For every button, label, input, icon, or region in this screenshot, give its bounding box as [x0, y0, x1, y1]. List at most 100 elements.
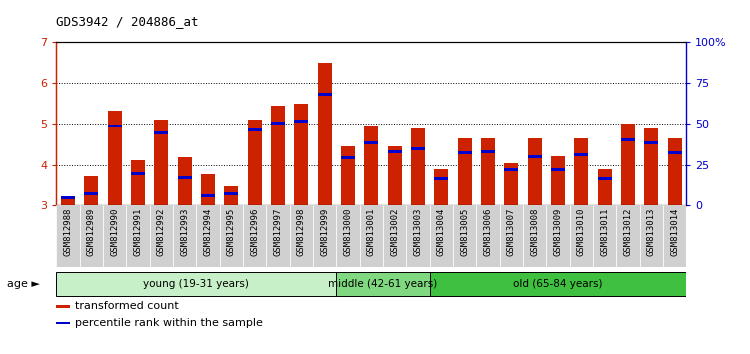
Bar [504, 162, 518, 205]
Bar [527, 155, 542, 158]
Text: GSM812995: GSM812995 [226, 207, 236, 256]
Text: GSM812991: GSM812991 [134, 207, 142, 256]
Bar [504, 168, 518, 171]
Bar [593, 205, 616, 267]
Bar [453, 205, 476, 267]
Text: GSM813011: GSM813011 [600, 207, 609, 256]
Bar [411, 147, 425, 150]
Text: GSM812988: GSM812988 [64, 207, 73, 256]
Bar [220, 205, 243, 267]
Bar [317, 93, 332, 96]
Bar [178, 157, 191, 205]
Text: GSM813008: GSM813008 [530, 207, 539, 256]
Bar [56, 272, 336, 296]
Bar [574, 138, 588, 205]
Bar [430, 205, 453, 267]
Bar [458, 151, 472, 154]
Text: GSM812990: GSM812990 [110, 207, 119, 256]
Bar [527, 138, 542, 205]
Text: GSM813001: GSM813001 [367, 207, 376, 256]
Bar [458, 138, 472, 205]
Bar [523, 205, 546, 267]
Bar [248, 128, 262, 131]
Bar [178, 176, 191, 179]
Bar [481, 150, 495, 153]
Bar [313, 205, 336, 267]
Bar [224, 186, 238, 205]
Bar [546, 205, 569, 267]
Text: GSM813009: GSM813009 [554, 207, 562, 256]
Bar [598, 177, 611, 180]
Bar [663, 205, 686, 267]
Bar [621, 124, 635, 205]
Bar [56, 205, 80, 267]
Bar [317, 63, 332, 205]
Bar [266, 205, 290, 267]
Bar [271, 105, 285, 205]
Bar [411, 128, 425, 205]
Bar [103, 205, 126, 267]
Text: age ►: age ► [8, 279, 40, 289]
Bar [598, 169, 611, 205]
Bar [201, 173, 215, 205]
Bar [388, 146, 401, 205]
Text: GSM812996: GSM812996 [250, 207, 259, 256]
Bar [173, 205, 196, 267]
Bar [476, 205, 500, 267]
Bar [149, 205, 173, 267]
Text: GSM813002: GSM813002 [390, 207, 399, 256]
Text: young (19-31 years): young (19-31 years) [143, 279, 249, 289]
Bar [224, 193, 238, 195]
Bar [616, 205, 640, 267]
Text: GSM812994: GSM812994 [203, 207, 212, 256]
Bar [154, 131, 168, 134]
Bar [500, 205, 523, 267]
Bar [294, 104, 308, 205]
Bar [248, 120, 262, 205]
Bar [569, 205, 593, 267]
Bar [551, 168, 565, 171]
Text: GSM812997: GSM812997 [274, 207, 283, 256]
Bar [341, 146, 355, 205]
Bar [388, 150, 401, 153]
Bar [574, 153, 588, 156]
Text: GSM813000: GSM813000 [344, 207, 352, 256]
Bar [271, 122, 285, 125]
Bar [364, 141, 378, 144]
Bar [84, 193, 98, 195]
Bar [84, 176, 98, 205]
Bar [107, 111, 122, 205]
Bar [196, 205, 220, 267]
Bar [294, 120, 308, 123]
Bar [430, 272, 686, 296]
Text: GSM813014: GSM813014 [670, 207, 679, 256]
Text: GSM812993: GSM812993 [180, 207, 189, 256]
Bar [551, 156, 565, 205]
Bar [668, 138, 682, 205]
Bar [107, 125, 122, 127]
Text: GSM813005: GSM813005 [460, 207, 469, 256]
Bar [383, 205, 406, 267]
Bar [481, 138, 495, 205]
Bar [336, 205, 359, 267]
Text: GSM812992: GSM812992 [157, 207, 166, 256]
Bar [644, 141, 658, 144]
Bar [154, 120, 168, 205]
Text: middle (42-61 years): middle (42-61 years) [328, 279, 437, 289]
Text: GSM813004: GSM813004 [436, 207, 445, 256]
Text: GSM813010: GSM813010 [577, 207, 586, 256]
Text: GSM813006: GSM813006 [484, 207, 493, 256]
Text: percentile rank within the sample: percentile rank within the sample [75, 318, 263, 328]
Bar [434, 177, 448, 180]
Bar [406, 205, 430, 267]
Bar [359, 205, 383, 267]
Bar [80, 205, 103, 267]
Bar [201, 194, 215, 196]
Bar [336, 272, 430, 296]
Bar [621, 138, 635, 141]
Text: GSM813003: GSM813003 [413, 207, 422, 256]
Text: GDS3942 / 204886_at: GDS3942 / 204886_at [56, 15, 199, 28]
Bar [434, 169, 448, 205]
Bar [243, 205, 266, 267]
Text: GSM813013: GSM813013 [646, 207, 656, 256]
